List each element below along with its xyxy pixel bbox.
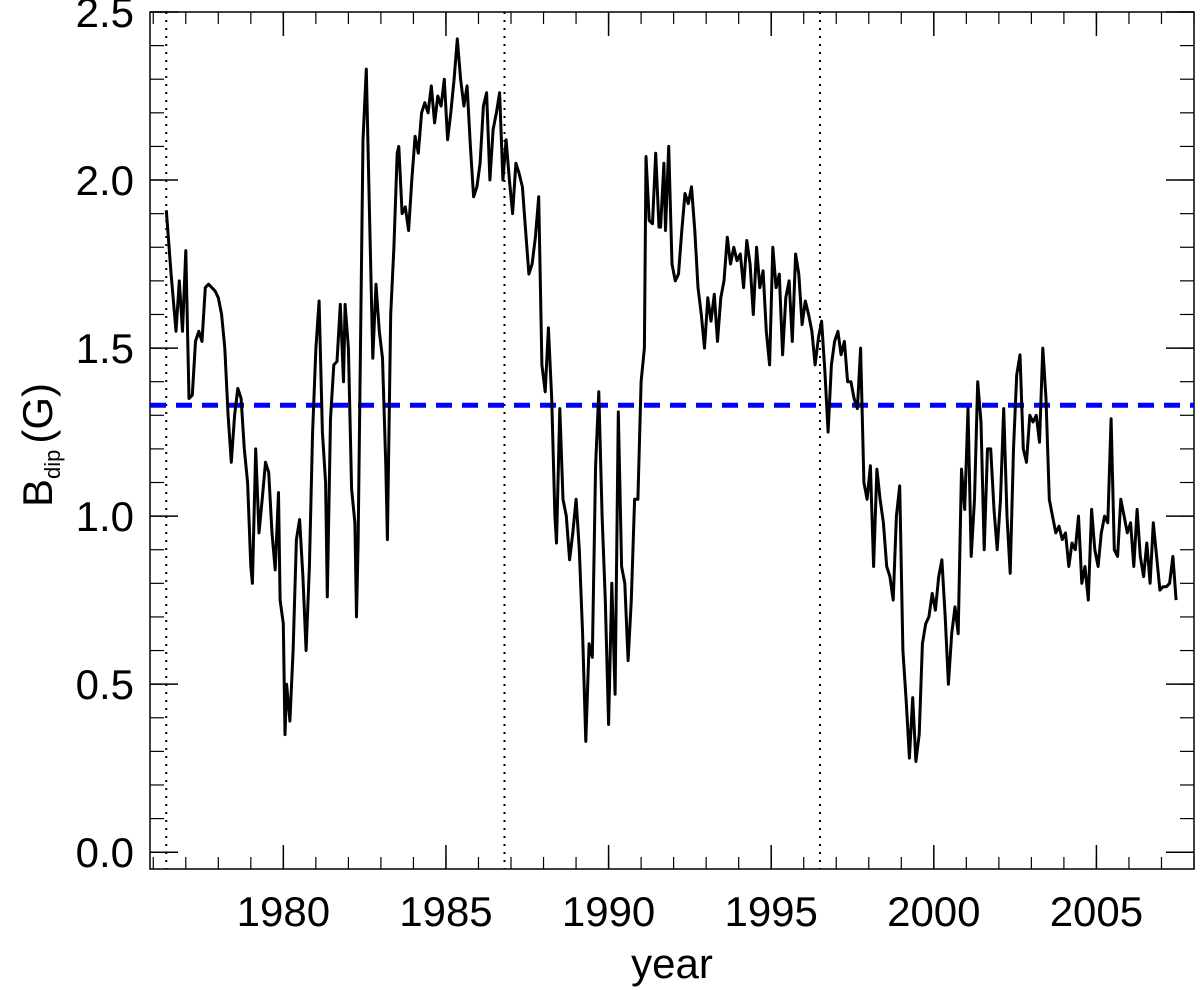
x-tick-label: 1995 [724,888,817,935]
y-tick-label: 0.0 [76,829,134,876]
x-tick-label: 1985 [399,888,492,935]
y-tick-labels: 0.0 0.5 1.0 1.5 2.0 2.5 [76,0,134,876]
y-axis-title: Bdip (G) [14,383,65,507]
svg-text:Bdip(G): Bdip (G) [14,383,65,507]
x-axis-title: year [631,940,713,987]
y-tick-label: 1.5 [76,325,134,372]
series-line [164,37,1178,763]
major-ticks [150,11,1194,869]
x-tick-label: 1990 [562,888,655,935]
y-tick-label: 1.0 [76,493,134,540]
y-axis-title-main: B [14,479,61,507]
plot-frame [149,11,1195,870]
y-tick-label: 2.5 [76,0,134,36]
x-tick-labels: 1980 1985 1990 1995 2000 2005 [237,888,1144,935]
y-tick-label: 2.0 [76,157,134,204]
x-tick-label: 2005 [1050,888,1143,935]
x-tick-label: 2000 [887,888,980,935]
x-tick-label: 1980 [237,888,330,935]
y-axis-title-sub: dip [40,450,65,479]
y-tick-label: 0.5 [76,661,134,708]
minor-ticks [150,11,1195,869]
y-axis-title-unit: (G) [14,383,61,444]
